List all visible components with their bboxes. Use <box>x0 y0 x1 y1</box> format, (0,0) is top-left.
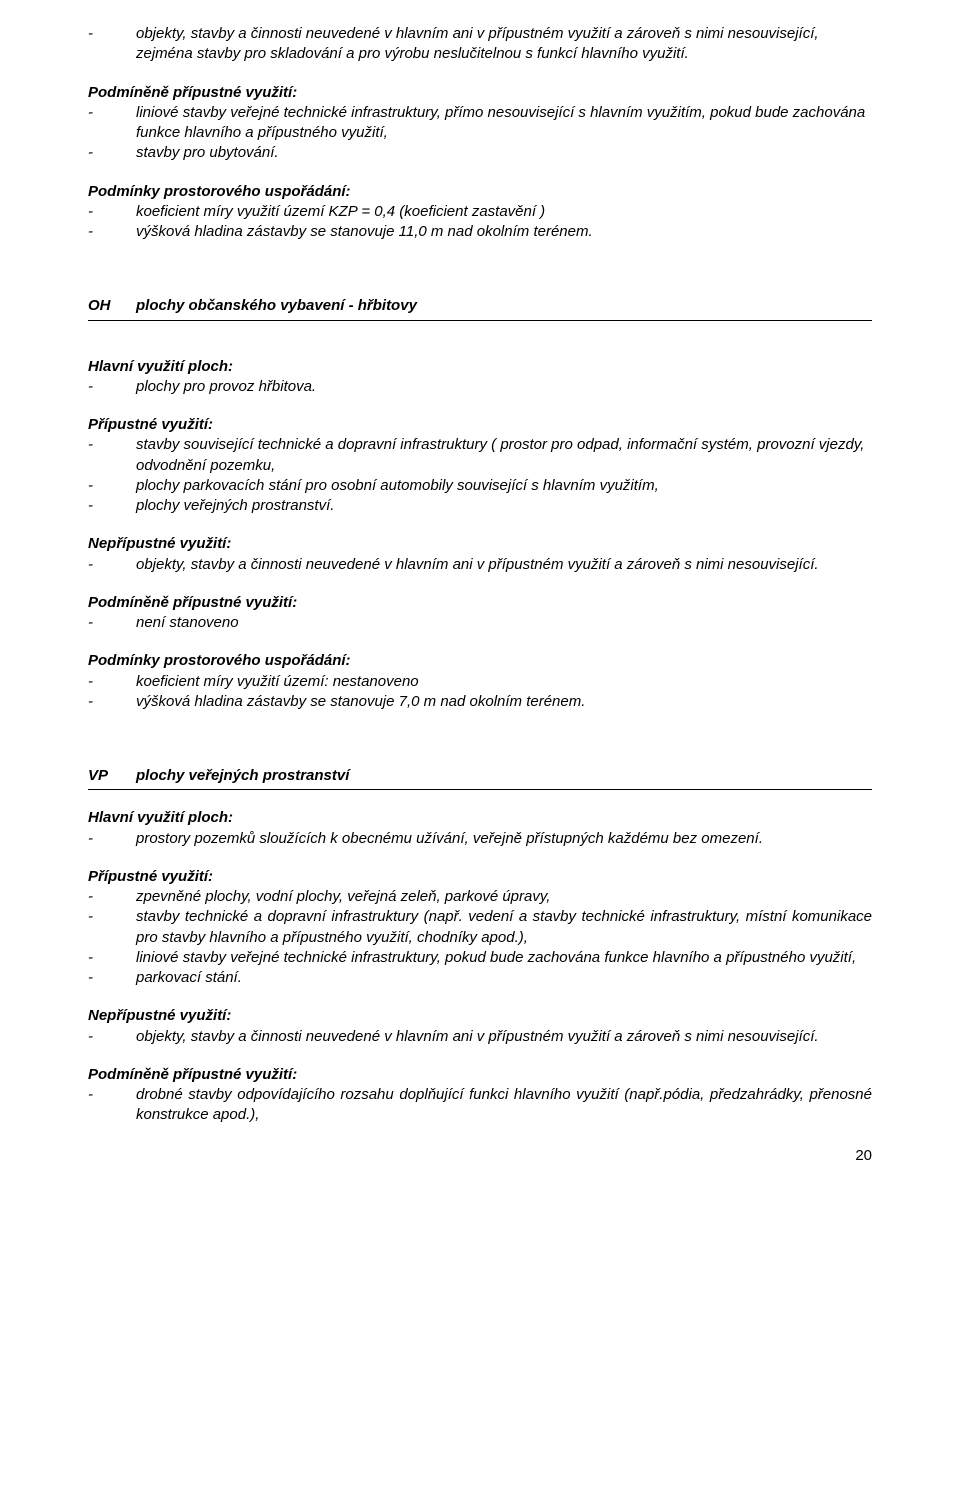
dash: - <box>88 222 136 242</box>
pp3-b1: - drobné stavby odpovídajícího rozsahu d… <box>88 1085 872 1126</box>
bullet-text: stavby technické a dopravní infrastruktu… <box>136 907 872 948</box>
ppu2-title: Podmínky prostorového uspořádání: <box>88 651 872 671</box>
pv2-b4: - parkovací stání. <box>88 968 872 988</box>
pp2-block: Podmíněně přípustné využití: - není stan… <box>88 593 872 634</box>
bullet-text: objekty, stavby a činnosti neuvedené v h… <box>136 24 872 65</box>
hvp2-b1: - prostory pozemků sloužících k obecnému… <box>88 829 872 849</box>
pv1-title: Přípustné využití: <box>88 415 872 435</box>
bullet-text: výšková hladina zástavby se stanovuje 7,… <box>136 692 872 712</box>
dash: - <box>88 948 136 968</box>
ppu1-b2: - výšková hladina zástavby se stanovuje … <box>88 222 872 242</box>
pp3-title: Podmíněně přípustné využití: <box>88 1065 872 1085</box>
bullet-text: objekty, stavby a činnosti neuvedené v h… <box>136 1027 872 1047</box>
pv2-b3: - liniové stavby veřejné technické infra… <box>88 948 872 968</box>
nv1-title: Nepřípustné využití: <box>88 534 872 554</box>
pp1-b1: - liniové stavby veřejné technické infra… <box>88 103 872 144</box>
nv1-b1: - objekty, stavby a činnosti neuvedené v… <box>88 555 872 575</box>
dash: - <box>88 202 136 222</box>
dash: - <box>88 377 136 397</box>
pp1-b2: - stavby pro ubytování. <box>88 143 872 163</box>
vp-code: VP <box>88 766 136 786</box>
bullet-text: plochy parkovacích stání pro osobní auto… <box>136 476 872 496</box>
dash: - <box>88 829 136 849</box>
bullet-text: plochy veřejných prostranství. <box>136 496 872 516</box>
bullet-text: objekty, stavby a činnosti neuvedené v h… <box>136 555 872 575</box>
top-bullet-1: - objekty, stavby a činnosti neuvedené v… <box>88 24 872 65</box>
bullet-text: plochy pro provoz hřbitova. <box>136 377 872 397</box>
pv2-block: Přípustné využití: - zpevněné plochy, vo… <box>88 867 872 989</box>
dash: - <box>88 672 136 692</box>
pv2-b1: - zpevněné plochy, vodní plochy, veřejná… <box>88 887 872 907</box>
oh-heading: OH plochy občanského vybavení - hřbitovy <box>88 296 872 320</box>
dash: - <box>88 968 136 988</box>
hvp1-block: Hlavní využití ploch: - plochy pro provo… <box>88 357 872 398</box>
oh-label: plochy občanského vybavení - hřbitovy <box>136 296 872 316</box>
dash: - <box>88 887 136 907</box>
pp2-b1: - není stanoveno <box>88 613 872 633</box>
top-block: - objekty, stavby a činnosti neuvedené v… <box>88 24 872 65</box>
hvp2-block: Hlavní využití ploch: - prostory pozemků… <box>88 808 872 849</box>
nv2-title: Nepřípustné využití: <box>88 1006 872 1026</box>
vp-label: plochy veřejných prostranství <box>136 766 872 786</box>
ppu2-b1: - koeficient míry využití území: nestano… <box>88 672 872 692</box>
ppu1-title: Podmínky prostorového uspořádání: <box>88 182 872 202</box>
bullet-text: liniové stavby veřejné technické infrast… <box>136 103 872 144</box>
dash: - <box>88 692 136 712</box>
pp1-block: Podmíněně přípustné využití: - liniové s… <box>88 83 872 164</box>
dash: - <box>88 1085 136 1105</box>
ppu2-b2: - výšková hladina zástavby se stanovuje … <box>88 692 872 712</box>
bullet-text: koeficient míry využití území KZP = 0,4 … <box>136 202 872 222</box>
bullet-text: stavby související technické a dopravní … <box>136 435 872 476</box>
spacer <box>88 339 872 357</box>
vp-heading: VP plochy veřejných prostranství <box>88 766 872 790</box>
bullet-text: není stanoveno <box>136 613 872 633</box>
hvp1-title: Hlavní využití ploch: <box>88 357 872 377</box>
pp1-title: Podmíněně přípustné využití: <box>88 83 872 103</box>
bullet-text: drobné stavby odpovídajícího rozsahu dop… <box>136 1085 872 1126</box>
bullet-text: stavby pro ubytování. <box>136 143 872 163</box>
ppu1-block: Podmínky prostorového uspořádání: - koef… <box>88 182 872 243</box>
dash: - <box>88 496 136 516</box>
pv2-b2: - stavby technické a dopravní infrastruk… <box>88 907 872 948</box>
bullet-text: prostory pozemků sloužících k obecnému u… <box>136 829 872 849</box>
dash: - <box>88 24 136 44</box>
dash: - <box>88 103 136 123</box>
ppu2-block: Podmínky prostorového uspořádání: - koef… <box>88 651 872 712</box>
bullet-text: zpevněné plochy, vodní plochy, veřejná z… <box>136 887 872 907</box>
dash: - <box>88 143 136 163</box>
nv1-block: Nepřípustné využití: - objekty, stavby a… <box>88 534 872 575</box>
ppu1-b1: - koeficient míry využití území KZP = 0,… <box>88 202 872 222</box>
nv2-block: Nepřípustné využití: - objekty, stavby a… <box>88 1006 872 1047</box>
dash: - <box>88 476 136 496</box>
pv1-b3: - plochy veřejných prostranství. <box>88 496 872 516</box>
pv1-b1: - stavby související technické a dopravn… <box>88 435 872 476</box>
page-number: 20 <box>88 1146 872 1166</box>
hvp1-b1: - plochy pro provoz hřbitova. <box>88 377 872 397</box>
pv1-block: Přípustné využití: - stavby související … <box>88 415 872 516</box>
pp3-block: Podmíněně přípustné využití: - drobné st… <box>88 1065 872 1126</box>
oh-code: OH <box>88 296 136 316</box>
bullet-text: parkovací stání. <box>136 968 872 988</box>
dash: - <box>88 1027 136 1047</box>
dash: - <box>88 613 136 633</box>
nv2-b1: - objekty, stavby a činnosti neuvedené v… <box>88 1027 872 1047</box>
dash: - <box>88 555 136 575</box>
bullet-text: výšková hladina zástavby se stanovuje 11… <box>136 222 872 242</box>
pv2-title: Přípustné využití: <box>88 867 872 887</box>
document-body: - objekty, stavby a činnosti neuvedené v… <box>88 24 872 1166</box>
dash: - <box>88 907 136 927</box>
pv1-b2: - plochy parkovacích stání pro osobní au… <box>88 476 872 496</box>
hvp2-title: Hlavní využití ploch: <box>88 808 872 828</box>
spacer <box>88 730 872 766</box>
bullet-text: koeficient míry využití území: nestanove… <box>136 672 872 692</box>
spacer <box>88 260 872 296</box>
pp2-title: Podmíněně přípustné využití: <box>88 593 872 613</box>
dash: - <box>88 435 136 455</box>
bullet-text: liniové stavby veřejné technické infrast… <box>136 948 872 968</box>
